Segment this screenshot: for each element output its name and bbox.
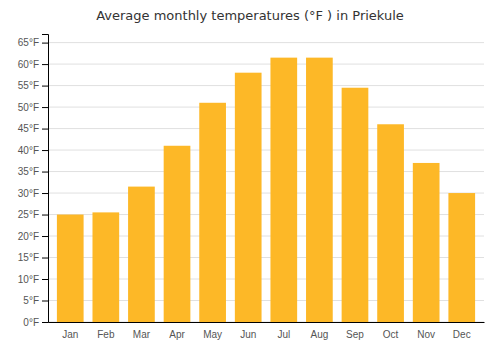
y-tick-mark	[42, 129, 48, 130]
y-tick-mark	[42, 258, 48, 259]
y-tick-label: 25°F	[18, 209, 39, 220]
y-tick: 30°F	[18, 188, 48, 199]
x-tick: Feb	[97, 329, 115, 340]
y-tick: 15°F	[18, 252, 48, 263]
bar	[235, 73, 262, 322]
x-tick-label: Dec	[453, 329, 471, 340]
bar	[128, 187, 155, 322]
x-tick: Jan	[62, 329, 78, 340]
title: Average monthly temperatures (°F ) in Pr…	[96, 8, 404, 23]
plot: 0°F 5°F 10°F 15°F 20°F 25°F 30°F 35°F 40°F 45°F 50…	[18, 35, 485, 341]
x-tick-label: Mar	[133, 329, 151, 340]
x-tick-label: Apr	[169, 329, 185, 340]
x-tick: Dec	[453, 329, 471, 340]
y-tick-mark	[42, 43, 48, 44]
bar	[413, 163, 440, 322]
y-tick: 55°F	[18, 80, 48, 91]
grid-line	[48, 64, 484, 65]
y-tick-mark	[42, 215, 48, 216]
bar	[270, 58, 297, 322]
y-tick-mark	[42, 279, 48, 280]
y-tick: 40°F	[18, 145, 48, 156]
bar	[342, 88, 369, 322]
y-tick-mark	[42, 150, 48, 151]
x-tick: Apr	[169, 329, 185, 340]
y-tick-label: 60°F	[18, 59, 39, 70]
y-tick-mark	[42, 236, 48, 237]
x-tick-label: Jul	[277, 329, 290, 340]
x-axis-line	[49, 322, 485, 323]
y-tick-label: 5°F	[23, 295, 39, 306]
y-tick: 35°F	[18, 166, 48, 177]
y-tick-label: 45°F	[18, 123, 39, 134]
y-tick-mark	[42, 86, 48, 87]
x-tick-label: Aug	[310, 329, 328, 340]
y-tick-label: 40°F	[18, 145, 39, 156]
x-tick: Aug	[310, 329, 328, 340]
y-tick: 50°F	[18, 102, 48, 113]
x-tick-label: Nov	[417, 329, 435, 340]
x-tick-label: Sep	[346, 329, 364, 340]
x-tick-label: May	[203, 329, 222, 340]
y-tick: 10°F	[18, 274, 48, 285]
x-tick: Nov	[417, 329, 435, 340]
x-tick: Oct	[383, 329, 399, 340]
grid	[48, 43, 484, 322]
bar	[199, 103, 226, 322]
y-tick-mark	[42, 172, 48, 173]
x-tick: Jul	[277, 329, 290, 340]
grid-line	[48, 107, 484, 108]
x-tick-label: Oct	[383, 329, 399, 340]
x-tick: Sep	[346, 329, 364, 340]
x-tick-label: Jun	[240, 329, 256, 340]
bar	[306, 58, 333, 322]
x-tick-label: Feb	[97, 329, 115, 340]
x-tick: Mar	[133, 329, 151, 340]
y-tick-mark	[42, 193, 48, 194]
y-tick-label: 35°F	[18, 166, 39, 177]
y-tick-label: 10°F	[18, 274, 39, 285]
x-tick-label: Jan	[62, 329, 78, 340]
y-tick: 60°F	[18, 59, 48, 70]
y-tick-label: 50°F	[18, 102, 39, 113]
bar	[164, 146, 191, 322]
y-tick-mark	[42, 107, 48, 108]
y-tick: 65°F	[18, 37, 48, 48]
y-tick-label: 15°F	[18, 252, 39, 263]
grid-line	[48, 150, 484, 151]
y-tick-label: 65°F	[18, 37, 39, 48]
grid-line	[48, 42, 484, 43]
chart: 0°F 5°F 10°F 15°F 20°F 25°F 30°F 35°F 40°F 45°F 50…	[0, 0, 500, 350]
bar	[57, 215, 84, 322]
grid-line	[48, 128, 484, 129]
x-axis: Jan Feb Mar Apr May Jun Jul Aug Sep Oct Nov Dec	[49, 323, 485, 341]
y-tick-label: 55°F	[18, 80, 39, 91]
y-tick-label: 0°F	[23, 317, 39, 328]
x-tick: Jun	[240, 329, 256, 340]
bar	[92, 212, 119, 322]
y-tick: 25°F	[18, 209, 48, 220]
grid-line	[48, 85, 484, 86]
y-tick: 45°F	[18, 123, 48, 134]
bars	[57, 58, 475, 322]
y-tick-mark	[42, 322, 48, 323]
y-tick-label: 20°F	[18, 231, 39, 242]
y-tick-mark	[42, 301, 48, 302]
y-tick-label: 30°F	[18, 188, 39, 199]
y-axis-line	[42, 35, 49, 323]
y-tick-mark	[42, 64, 48, 65]
bar	[448, 193, 475, 322]
x-tick: May	[203, 329, 222, 340]
y-tick: 20°F	[18, 231, 48, 242]
y-tick: 0°F	[23, 317, 48, 328]
y-axis: 0°F 5°F 10°F 15°F 20°F 25°F 30°F 35°F 40°F 45°F 50…	[18, 35, 49, 328]
bar	[377, 124, 404, 322]
y-tick: 5°F	[23, 295, 48, 306]
